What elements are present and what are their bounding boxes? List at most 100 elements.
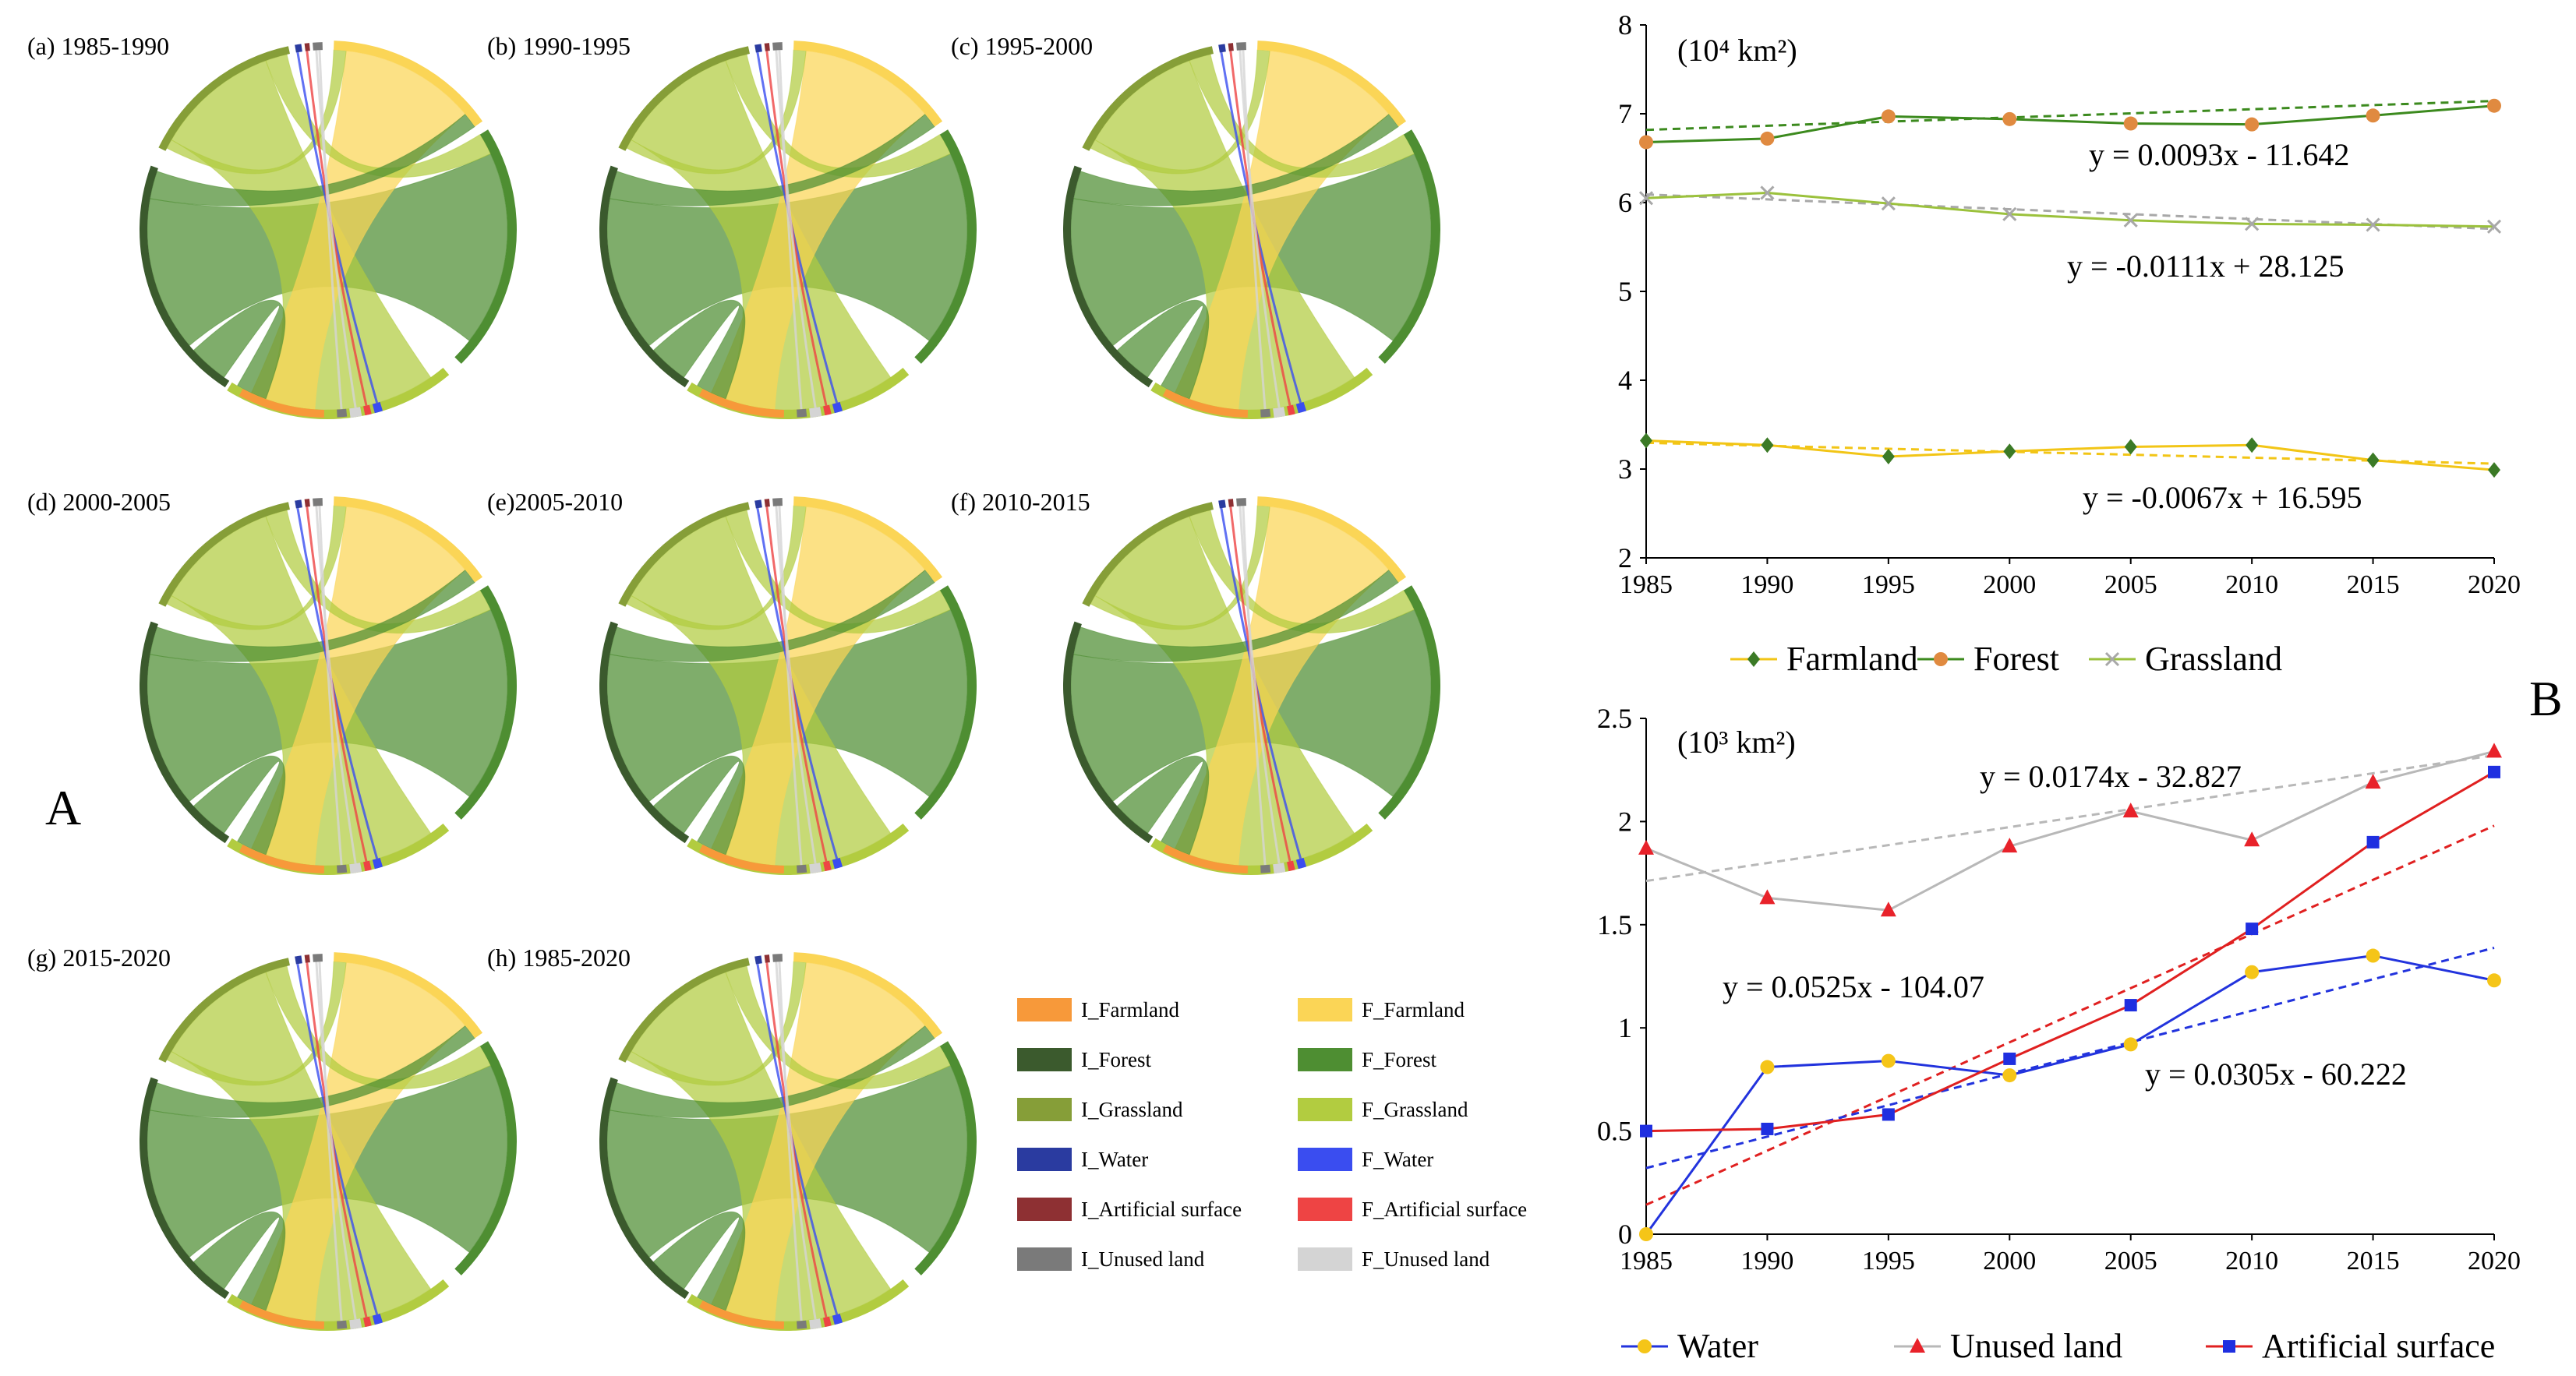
chord-arc-f-forest <box>1378 585 1440 820</box>
chord-arc-f-farmland <box>793 952 943 1039</box>
line-chart: 2 3 4 5 6 7 8 1985 1990 1995 2000 2005 2010 2015 2020 (… <box>1618 9 2521 678</box>
chord-arc-i-grassland <box>618 502 750 607</box>
trendline-equation: y = 0.0174x - 32.827 <box>1980 759 2242 794</box>
chord-arc-f-artificial <box>1287 860 1295 872</box>
chord-diagram-grid: (a) 1985-1990 (b) 1990-1995 (c) 1995-2000 (… <box>27 32 1527 1332</box>
chord-arc-f-farmland <box>334 952 483 1039</box>
chord-link <box>318 506 343 866</box>
chord-arc-i-farmland <box>698 1300 784 1329</box>
chord-arc-i-farmland <box>698 844 784 873</box>
data-point <box>2246 437 2259 453</box>
legend-label: I_Grassland <box>1081 1098 1183 1121</box>
chord-panel-7: (g) 2015-2020 <box>27 944 517 1332</box>
chord-arc-i-unused <box>337 408 348 418</box>
legend-swatch <box>1298 1247 1352 1271</box>
chord-arc-f-forest <box>454 1041 517 1275</box>
chord-ribbon <box>652 299 746 400</box>
chord-ribbon <box>1116 299 1210 400</box>
data-point <box>2124 439 2137 455</box>
legend-swatch <box>1017 1198 1072 1221</box>
chord-panel-label: (a) 1985-1990 <box>27 32 169 60</box>
chord-arc-i-grassland <box>158 958 290 1063</box>
legend-swatch <box>1017 1247 1072 1271</box>
legend-label: Unused land <box>1950 1327 2122 1365</box>
chord-link <box>318 50 343 410</box>
chord-ribbon <box>171 972 432 1322</box>
chord-arc-i-forest <box>1062 165 1154 388</box>
panel-letter-b: B <box>2529 671 2563 726</box>
x-tick-label: 2005 <box>2104 570 2157 599</box>
trendline <box>1645 753 2495 883</box>
series-line <box>1645 191 2495 228</box>
chord-arc-f-forest <box>914 585 977 820</box>
legend-swatch <box>1017 1098 1072 1121</box>
chord-arc-i-unused2 <box>1236 42 1246 51</box>
data-point <box>1760 185 1775 200</box>
chord-arc-f-water <box>1295 857 1307 870</box>
x-tick-label: 1990 <box>1740 570 1793 599</box>
trendline <box>1645 441 2495 465</box>
legend-label: F_Artificial surface <box>1362 1198 1527 1221</box>
legend-label: Grassland <box>2145 640 2282 678</box>
chord-ribbon <box>626 49 807 175</box>
data-point <box>1761 437 1774 453</box>
chord-ribbon <box>652 755 746 856</box>
data-point <box>2002 1068 2017 1083</box>
chord-arc-f-farmland <box>1257 41 1407 127</box>
chord-ribbon <box>166 505 347 630</box>
data-point <box>1638 191 1654 206</box>
chord-arc-i-forest <box>139 1077 230 1300</box>
y-tick-label: 0.5 <box>1597 1116 1632 1147</box>
chord-arc-f-forest <box>914 129 977 364</box>
chord-arc-i-forest <box>139 165 230 388</box>
chord-arc-i-forest <box>599 1077 690 1300</box>
legend-label: F_Unused land <box>1362 1247 1490 1271</box>
chord-panel-label: (g) 2015-2020 <box>27 944 171 972</box>
chord-arc-i-unused2 <box>313 42 323 51</box>
chord-arc-i-water <box>754 499 762 509</box>
data-point <box>1747 651 1760 667</box>
chord-arc-i-farmland <box>239 1300 324 1329</box>
chord-panel-label: (d) 2000-2005 <box>27 488 171 516</box>
legend-swatch <box>1298 1098 1352 1121</box>
chord-panel-label: (e)2005-2010 <box>487 488 623 516</box>
data-point <box>1761 1122 1774 1135</box>
data-point <box>1639 1227 1653 1241</box>
chord-arc-i-grassland <box>1082 502 1214 607</box>
legend-label: Water <box>1677 1327 1758 1365</box>
chord-ribbon <box>631 972 892 1322</box>
chord-panel-label: (b) 1990-1995 <box>487 32 631 60</box>
data-point <box>2003 1052 2016 1065</box>
chord-arc-f-artificial <box>363 860 372 872</box>
chord-arc-f-artificial <box>823 404 832 416</box>
chord-arc-i-artificial <box>764 499 770 507</box>
data-point <box>2245 965 2260 979</box>
chord-arc-i-unused <box>797 408 807 418</box>
chord-arc-f-forest <box>454 129 517 364</box>
data-point <box>2245 217 2260 231</box>
chord-arc-i-artificial <box>1228 499 1234 507</box>
chord-ribbon <box>1090 49 1270 175</box>
data-point <box>1759 889 1776 905</box>
data-point <box>1760 131 1775 146</box>
data-point <box>1934 652 1948 666</box>
legend-label: F_Grassland <box>1362 1098 1468 1121</box>
chord-panel-8: (h) 1985-2020 <box>487 944 977 1331</box>
chord-arc-f-artificial <box>363 404 372 416</box>
data-point <box>2123 213 2138 228</box>
chord-ribbon <box>631 516 892 866</box>
chord-arc-i-farmland <box>239 388 324 418</box>
chord-arc-i-unused <box>1260 864 1271 873</box>
data-point <box>2366 948 2380 963</box>
chord-link <box>315 506 357 864</box>
chord-arc-i-water <box>754 44 762 53</box>
chord-arc-i-farmland <box>1162 844 1248 873</box>
chord-arc-i-artificial <box>304 954 310 963</box>
chord-arc-f-unused <box>349 407 362 418</box>
trendline <box>1645 193 2495 231</box>
chord-arc-f-water <box>372 857 383 870</box>
series-line <box>1645 439 2495 471</box>
y-tick-label: 0 <box>1618 1219 1632 1250</box>
chord-ribbon <box>1116 755 1210 856</box>
x-tick-label: 2000 <box>1983 1247 2036 1275</box>
